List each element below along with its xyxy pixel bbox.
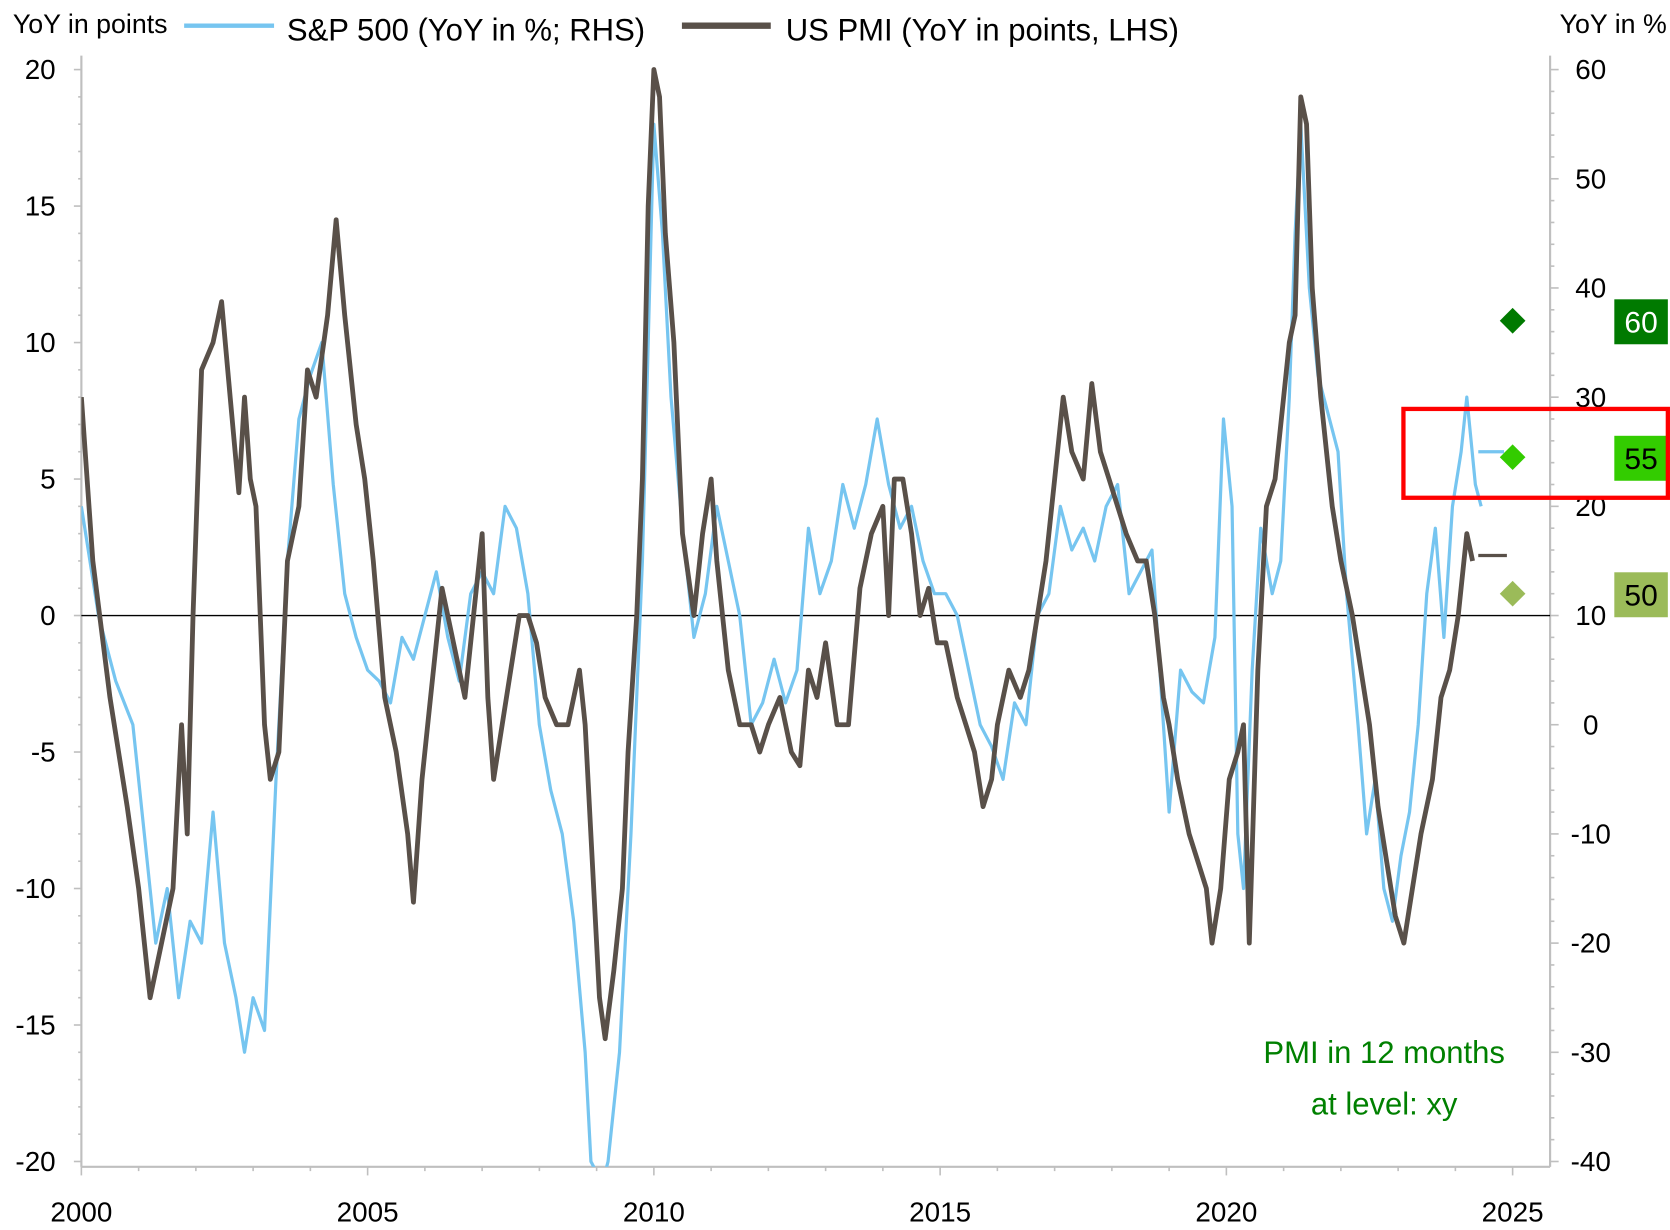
pmi-level-box-55 xyxy=(1614,435,1668,481)
legend-label-pmi: US PMI (YoY in points, LHS) xyxy=(786,13,1179,48)
left-tick-label: -5 xyxy=(31,737,56,768)
left-tick-label: 5 xyxy=(40,464,55,495)
right-tick-label: 0 xyxy=(1583,709,1598,740)
left-tick-label: -20 xyxy=(15,1146,55,1177)
left-tick-label: 15 xyxy=(25,191,56,222)
pmi-level-label-55: 55 xyxy=(1624,443,1657,476)
right-axis-label: YoY in % xyxy=(1560,9,1667,39)
sp500-line xyxy=(81,122,1483,1167)
pmi-level-box-50 xyxy=(1614,572,1668,618)
annotations: 60 55 50 xyxy=(1401,299,1670,618)
left-axis-label: YoY in points xyxy=(13,9,168,39)
x-tick-label: 2000 xyxy=(50,1196,112,1227)
pmi-level-diamond-55 xyxy=(1499,444,1526,471)
series-lines xyxy=(81,67,1507,1167)
highlight-box xyxy=(1401,406,1670,500)
right-tick-label: 10 xyxy=(1575,600,1606,631)
note-line-1: PMI in 12 months xyxy=(1263,1035,1504,1070)
right-tick-label: 50 xyxy=(1575,163,1606,194)
pmi-level-label-60: 60 xyxy=(1624,306,1657,339)
right-tick-label: 40 xyxy=(1575,273,1606,304)
x-tick-label: 2020 xyxy=(1195,1196,1257,1227)
note-line-2: at level: xy xyxy=(1311,1086,1458,1121)
pmi-level-box-60 xyxy=(1614,299,1668,345)
x-tick-label: 2015 xyxy=(909,1196,971,1227)
right-tick-label: -10 xyxy=(1571,819,1611,850)
axes: 20151050-5-10-15-206050403020100-10-20-3… xyxy=(15,54,1610,1227)
right-tick-label: -30 xyxy=(1571,1037,1611,1068)
right-tick-label: 60 xyxy=(1575,54,1606,85)
left-tick-label: -10 xyxy=(15,873,55,904)
legend-label-sp500: S&P 500 (YoY in %; RHS) xyxy=(287,13,645,48)
right-tick-label: -20 xyxy=(1571,928,1611,959)
x-tick-label: 2025 xyxy=(1482,1196,1544,1227)
left-tick-label: 0 xyxy=(40,600,55,631)
x-tick-label: 2010 xyxy=(623,1196,685,1227)
left-tick-label: 10 xyxy=(25,327,56,358)
right-tick-label: -40 xyxy=(1571,1146,1611,1177)
legend: S&P 500 (YoY in %; RHS) US PMI (YoY in p… xyxy=(184,13,1179,48)
pmi-level-diamond-60 xyxy=(1499,307,1526,334)
pmi-level-label-50: 50 xyxy=(1624,579,1657,612)
x-tick-label: 2005 xyxy=(337,1196,399,1227)
right-tick-label: 20 xyxy=(1575,491,1606,522)
pmi-line xyxy=(81,67,1475,1042)
left-tick-label: -15 xyxy=(15,1010,55,1041)
pmi-level-diamond-50 xyxy=(1499,580,1526,607)
left-tick-label: 20 xyxy=(25,54,56,85)
